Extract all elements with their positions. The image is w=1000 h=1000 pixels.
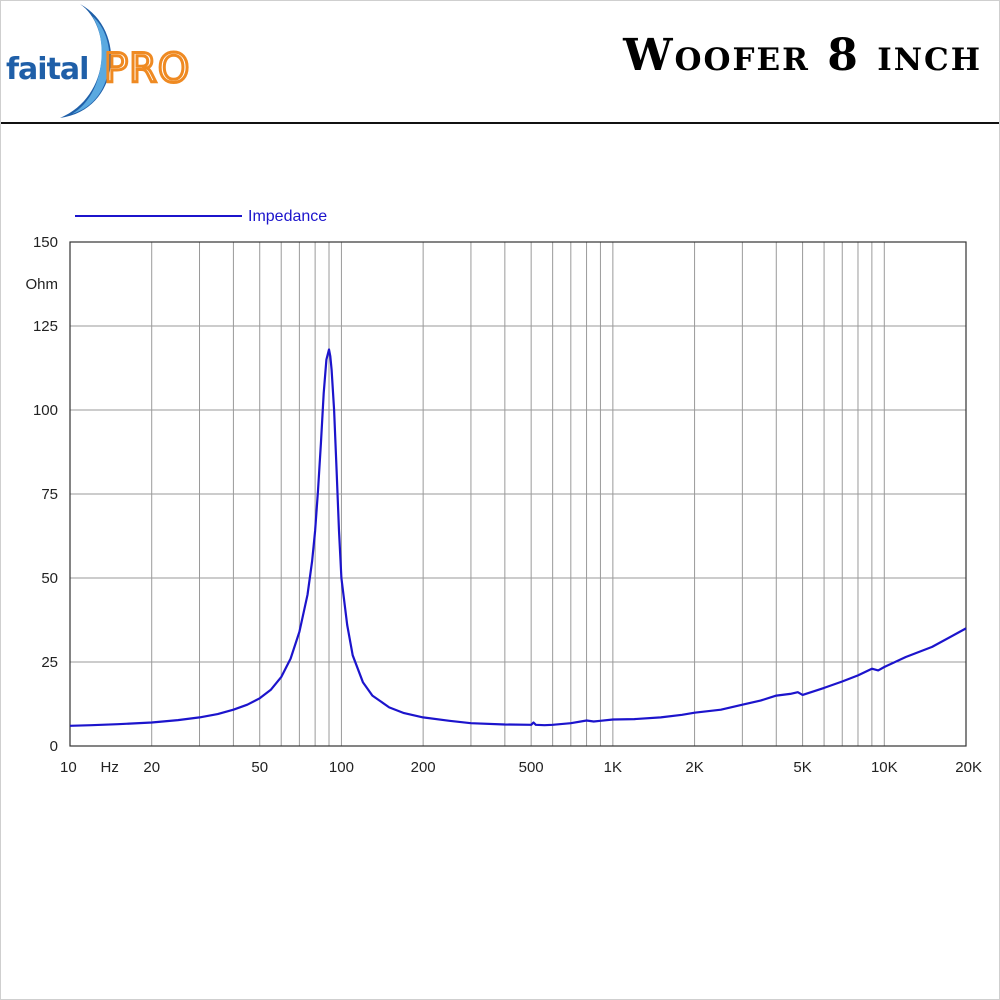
y-tick-label: 50 [41,570,58,587]
chart-grid [69,241,967,747]
x-tick-label: 200 [411,759,436,776]
y-axis-ticks: 0 25 50 75 100 125 150 [33,234,58,755]
y-axis-unit-label: Ohm [25,276,58,293]
x-axis-ticks: 10 20 50 100 200 500 1K 2K 5K 10K 20K [60,759,982,776]
x-tick-label: 5K [793,759,811,776]
chart-series [69,348,967,727]
header-divider [0,122,1000,124]
svg-text:faital: faital [6,52,88,87]
y-tick-label: 150 [33,234,58,251]
x-tick-label: 2K [685,759,703,776]
x-tick-label: 20 [143,759,160,776]
y-tick-label: 75 [41,486,58,503]
chart-legend: Impedance [75,208,327,225]
x-tick-label: 10K [871,759,898,776]
x-tick-label: 100 [329,759,354,776]
x-tick-label: 50 [251,759,268,776]
plot-area-frame [69,241,967,747]
y-tick-label: 100 [33,402,58,419]
y-tick-label: 25 [41,654,58,671]
x-tick-label: 20K [955,759,982,776]
y-tick-label: 125 [33,318,58,335]
x-tick-label: 500 [519,759,544,776]
svg-text:PRO: PRO [104,46,190,92]
legend-label-impedance: Impedance [248,208,327,225]
series-line-impedance [69,348,967,727]
page-title: Woofer 8 inch [623,30,982,81]
x-axis-unit-label: Hz [100,759,118,776]
page-header: faital PRO Woofer 8 inch [0,0,1000,124]
x-tick-label: 10 [60,759,77,776]
y-tick-label: 0 [50,738,58,755]
faital-pro-logo: faital PRO [6,4,191,118]
x-tick-label: 1K [604,759,622,776]
